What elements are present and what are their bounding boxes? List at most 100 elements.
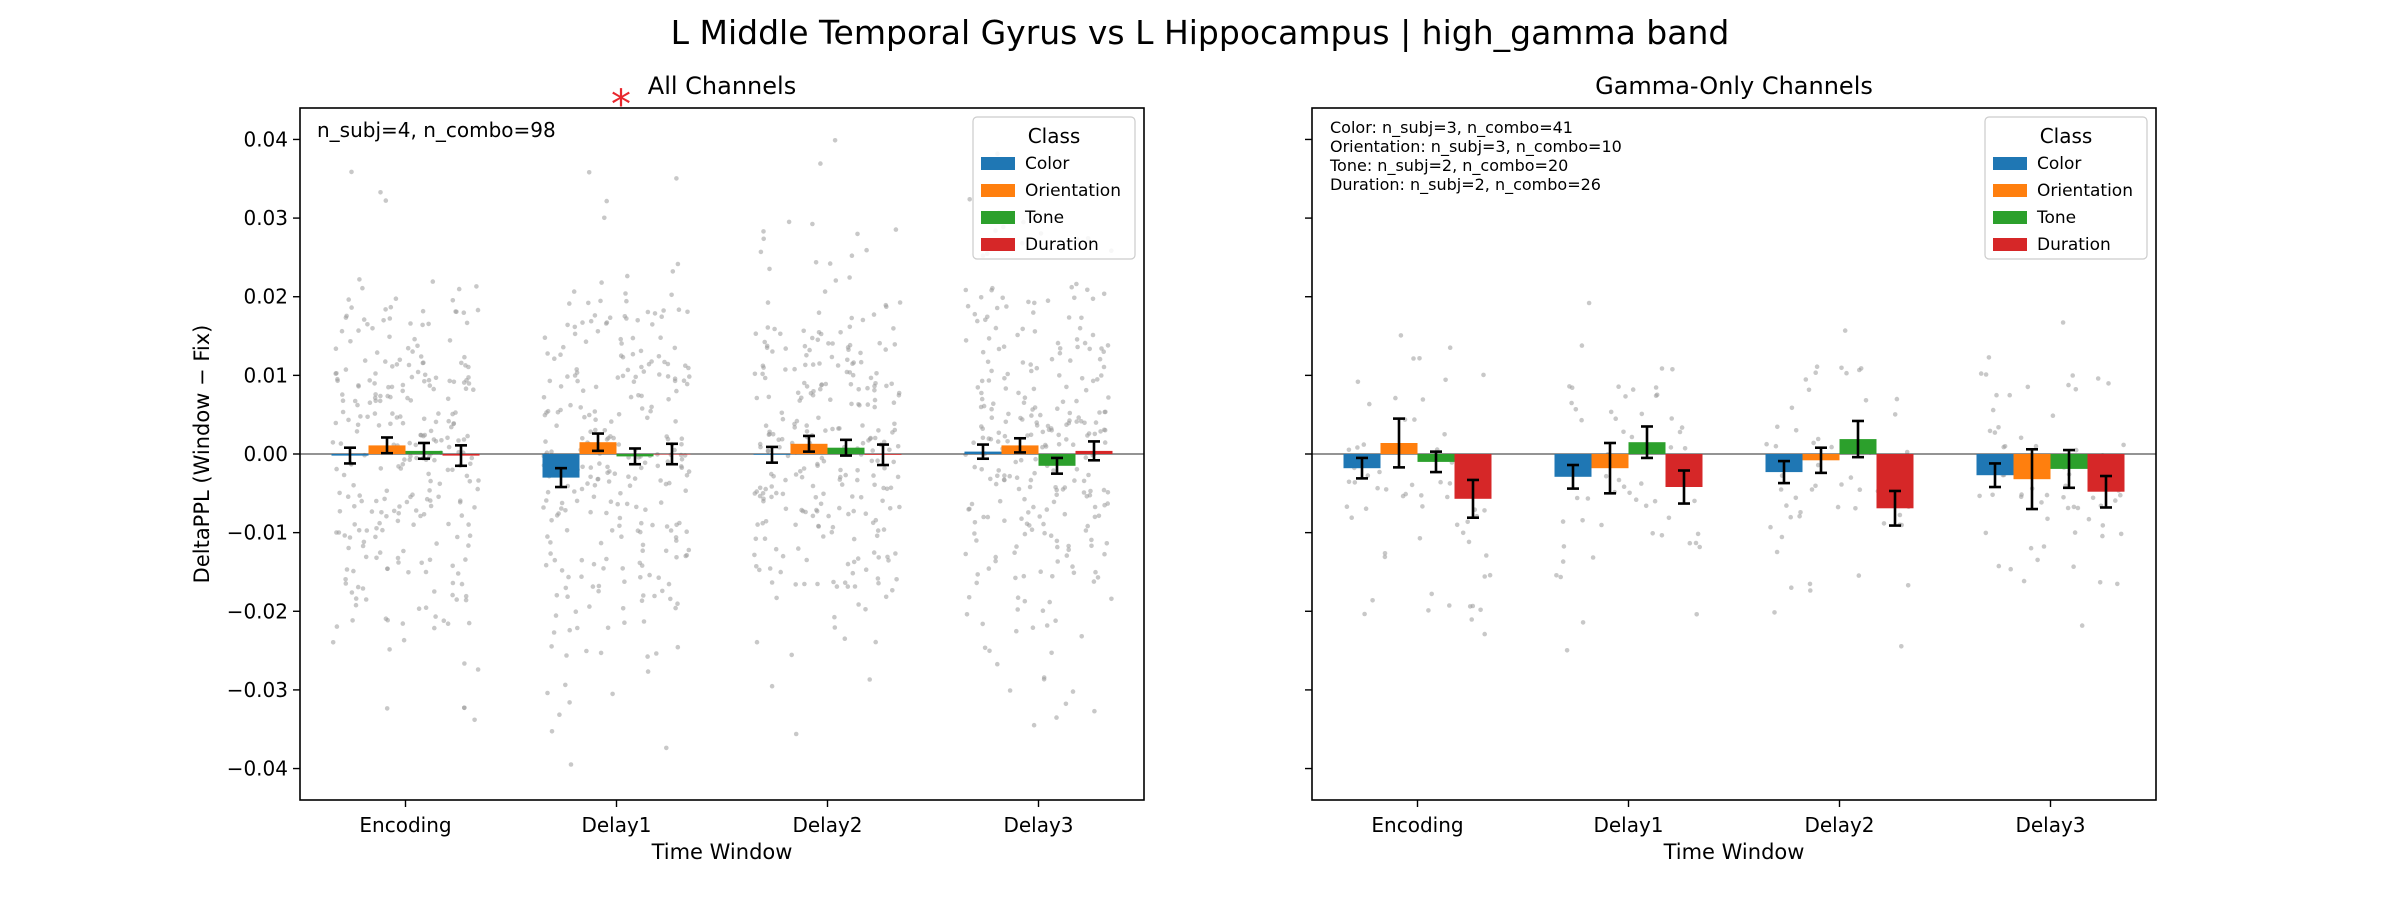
scatter-point	[567, 627, 572, 633]
scatter-point	[1014, 475, 1020, 481]
scatter-point	[551, 630, 557, 635]
scatter-point	[420, 308, 426, 314]
scatter-point	[1079, 315, 1084, 321]
scatter-point	[989, 406, 994, 412]
scatter-point	[1393, 395, 1398, 401]
scatter-point	[993, 325, 999, 331]
scatter-point	[431, 386, 437, 392]
scatter-point	[1020, 417, 1025, 422]
scatter-point	[1064, 437, 1069, 442]
scatter-point	[860, 440, 866, 446]
scatter-point	[804, 423, 809, 428]
scatter-point	[867, 677, 872, 682]
scatter-point	[2060, 320, 2066, 325]
scatter-point	[830, 341, 835, 346]
scatter-point	[394, 362, 400, 367]
scatter-point	[465, 433, 470, 439]
scatter-point	[624, 298, 629, 304]
scatter-point	[554, 593, 560, 598]
scatter-point	[1096, 513, 1102, 519]
scatter-point	[673, 535, 679, 540]
scatter-point	[1623, 394, 1628, 399]
scatter-point	[855, 556, 861, 561]
scatter-point	[567, 301, 572, 306]
scatter-point	[388, 304, 394, 310]
scatter-point	[415, 343, 420, 349]
scatter-point	[346, 545, 351, 551]
scatter-point	[810, 513, 816, 519]
scatter-point	[830, 426, 835, 432]
scatter-point	[1090, 378, 1096, 384]
scatter-point	[845, 561, 851, 567]
scatter-point	[1032, 300, 1037, 306]
scatter-point	[380, 527, 385, 533]
scatter-point	[472, 505, 477, 510]
scatter-point	[793, 731, 799, 737]
scatter-point	[337, 509, 343, 514]
scatter-point	[1085, 287, 1090, 293]
scatter-point	[445, 621, 451, 626]
scatter-point	[404, 499, 410, 505]
scatter-point	[801, 466, 807, 471]
scatter-point	[979, 424, 984, 429]
scatter-point	[662, 359, 667, 365]
scatter-point	[593, 417, 598, 423]
scatter-point	[1983, 372, 1989, 377]
scatter-point	[1054, 487, 1059, 493]
scatter-point	[761, 229, 766, 234]
scatter-point	[661, 308, 666, 313]
scatter-point	[846, 511, 851, 517]
scatter-point	[340, 392, 345, 397]
scatter-point	[352, 398, 358, 404]
scatter-point	[1400, 493, 1406, 499]
legend-swatch-color	[981, 157, 1015, 170]
scatter-point	[1045, 298, 1051, 304]
scatter-point	[378, 393, 383, 399]
scatter-point	[622, 314, 628, 319]
scatter-point	[849, 253, 855, 258]
scatter-point	[803, 362, 808, 368]
scatter-point	[816, 310, 822, 316]
scatter-point	[1070, 442, 1076, 448]
scatter-point	[463, 593, 469, 599]
scatter-point	[604, 198, 609, 204]
scatter-point	[604, 320, 610, 325]
scatter-point	[1022, 395, 1028, 401]
scatter-point	[1032, 405, 1038, 410]
scatter-point	[823, 381, 829, 387]
scatter-point	[860, 317, 866, 323]
y-tick-label: 0.02	[243, 285, 288, 309]
scatter-point	[963, 338, 969, 343]
scatter-point	[753, 536, 759, 542]
scatter-point	[336, 530, 342, 535]
scatter-point	[1053, 618, 1058, 623]
annotation-text: Tone: n_subj=2, n_combo=20	[1329, 156, 1568, 176]
scatter-point	[459, 513, 465, 518]
scatter-point	[659, 314, 664, 320]
scatter-point	[558, 352, 563, 358]
scatter-point	[760, 491, 766, 496]
scatter-point	[1815, 462, 1821, 468]
scatter-point	[436, 494, 441, 500]
scatter-point	[766, 394, 772, 400]
scatter-point	[548, 540, 553, 545]
scatter-point	[1074, 467, 1080, 472]
scatter-point	[389, 384, 395, 390]
scatter-point	[593, 384, 599, 390]
scatter-point	[640, 542, 646, 548]
scatter-point	[356, 328, 361, 333]
scatter-point	[1668, 445, 1674, 450]
scatter-point	[2073, 387, 2079, 392]
scatter-point	[769, 494, 774, 500]
scatter-point	[1055, 340, 1061, 346]
scatter-point	[398, 414, 403, 419]
scatter-point	[1772, 610, 1777, 615]
scatter-point	[421, 416, 427, 422]
scatter-point	[1018, 457, 1024, 463]
scatter-point	[757, 493, 763, 499]
scatter-point	[1055, 559, 1060, 564]
scatter-point	[996, 468, 1001, 473]
scatter-point	[972, 464, 977, 470]
scatter-point	[1419, 493, 1424, 498]
scatter-point	[780, 553, 786, 559]
